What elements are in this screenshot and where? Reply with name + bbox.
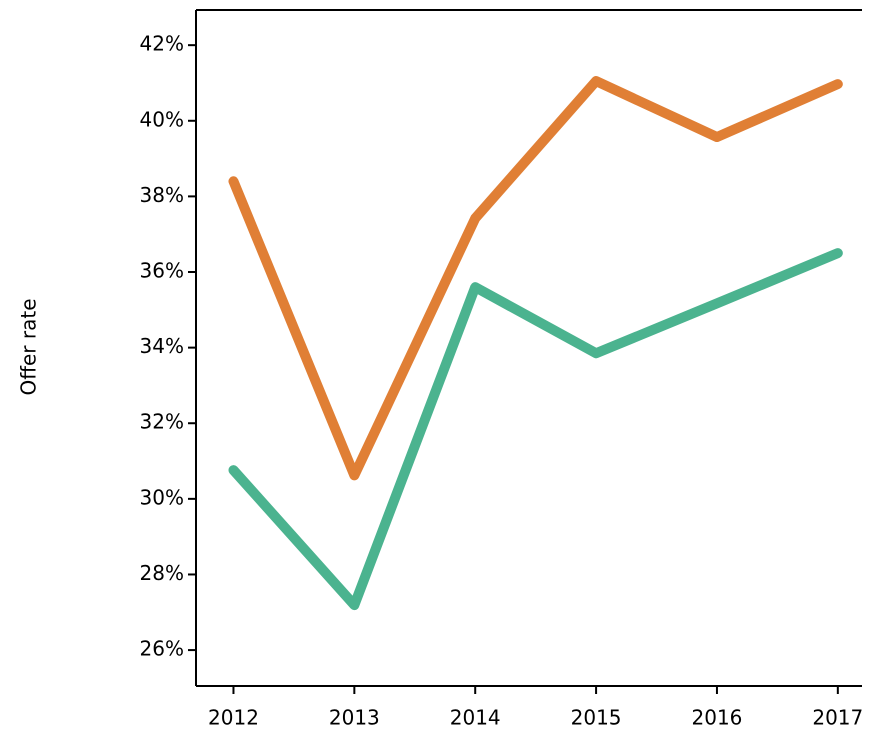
y-tick-label: 42%: [140, 32, 184, 56]
series-line: [228, 76, 843, 481]
y-tick-label: 32%: [140, 410, 184, 434]
y-tick-label: 40%: [140, 107, 184, 131]
y-tick-label: 38%: [140, 183, 184, 207]
x-tick-label: 2012: [208, 706, 259, 730]
x-tick-label: 2016: [692, 706, 743, 730]
y-tick-label: 26%: [140, 637, 184, 661]
y-axis-label: Offer rate: [17, 298, 41, 395]
y-tick-label: 28%: [140, 561, 184, 585]
y-tick-label: 34%: [140, 334, 184, 358]
y-tick-label: 36%: [140, 259, 184, 283]
x-tick-label: 2015: [571, 706, 622, 730]
x-tick-label: 2013: [329, 706, 380, 730]
x-tick-label: 2014: [450, 706, 501, 730]
series-line: [228, 248, 843, 611]
y-tick-label: 30%: [140, 485, 184, 509]
x-tick-label: 2017: [812, 706, 863, 730]
